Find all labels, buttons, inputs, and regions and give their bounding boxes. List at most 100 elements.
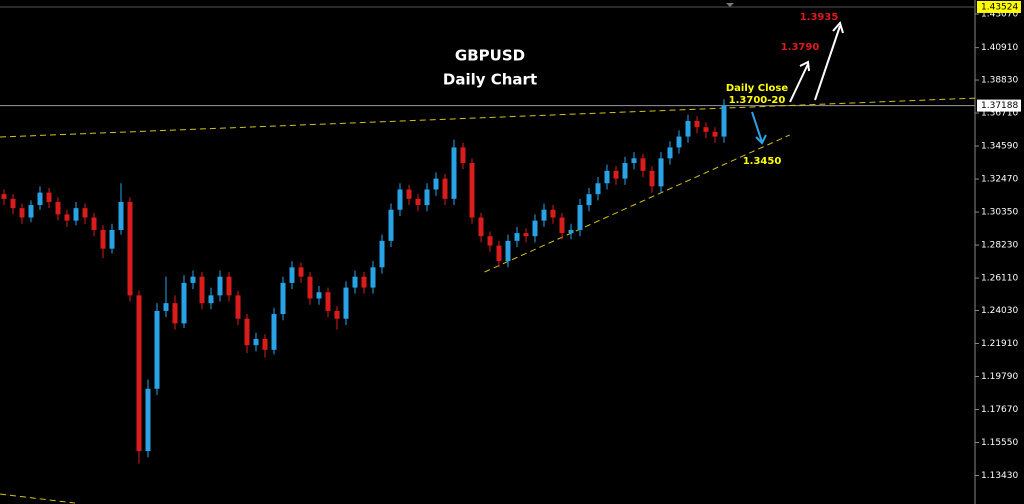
candle-body	[37, 192, 43, 206]
y-tick-label: 1.28230	[981, 241, 1018, 251]
candle-body	[406, 189, 412, 199]
price-label: 1.43524	[981, 2, 1018, 12]
candle-body	[28, 205, 34, 218]
candle-body	[514, 233, 520, 241]
candle-body	[370, 267, 376, 288]
arrows	[789, 20, 844, 103]
y-tick-label: 1.21910	[981, 339, 1018, 349]
candle-body	[433, 178, 439, 190]
candle-body	[271, 314, 277, 350]
candle-body	[451, 147, 457, 199]
y-tick-label: 1.26110	[981, 274, 1018, 284]
price-label-bg	[977, 0, 1021, 13]
y-tick-label: 1.32470	[981, 175, 1018, 185]
candle-body	[442, 178, 448, 199]
candle-body	[397, 189, 403, 210]
candle-body	[388, 209, 394, 241]
candle-body	[244, 318, 250, 346]
candle-body	[649, 170, 655, 187]
y-tick-label: 1.30350	[981, 208, 1018, 218]
trendline	[0, 97, 976, 138]
candle-body	[415, 198, 421, 206]
candle-body	[82, 208, 88, 218]
candle-body	[181, 282, 187, 324]
candle-body	[253, 338, 259, 346]
candle-body	[100, 229, 106, 249]
arrow-down	[751, 111, 767, 145]
candle-body	[541, 209, 547, 221]
candle-body	[487, 236, 493, 246]
candle-body	[217, 276, 223, 296]
candle-body	[127, 201, 133, 296]
candle-body	[586, 194, 592, 206]
candle-body	[568, 229, 574, 234]
y-tick-label: 1.24030	[981, 306, 1018, 316]
candle-body	[667, 147, 673, 159]
candle-body	[163, 303, 169, 311]
y-tick-label: 1.34590	[981, 142, 1018, 152]
candle-body	[316, 292, 322, 299]
candle-body	[379, 240, 385, 268]
candle-body	[604, 170, 610, 184]
annotation: 1.3450	[743, 156, 782, 167]
price-label-bg	[977, 99, 1021, 112]
annotation: 1.3790	[781, 42, 820, 53]
plot	[0, 6, 979, 504]
candle-body	[694, 120, 700, 128]
annotation: Daily Close	[726, 83, 788, 94]
y-tick-label: 1.38830	[981, 76, 1018, 86]
candle-body	[145, 388, 151, 452]
candle-body	[262, 338, 268, 350]
candle-body	[352, 276, 358, 288]
price-label: 1.37188	[981, 101, 1018, 111]
candle-body	[640, 158, 646, 171]
candle-body	[721, 105, 727, 137]
candle-body	[235, 295, 241, 319]
candle-body	[532, 220, 538, 237]
candle-body	[424, 189, 430, 206]
y-tick-label: 1.36710	[981, 109, 1018, 119]
candle-body	[361, 276, 367, 288]
candle-body	[10, 198, 16, 209]
candle-body	[577, 205, 583, 230]
candle-body	[19, 208, 25, 218]
candle-body	[226, 276, 232, 296]
candle-body	[712, 131, 718, 137]
candle-body	[91, 217, 97, 230]
candle-body	[136, 295, 142, 452]
candle-body	[154, 310, 160, 389]
candle-body	[685, 120, 691, 137]
candle-body	[298, 267, 304, 277]
candle-body	[505, 240, 511, 262]
candle-body	[64, 214, 70, 221]
candle-body	[199, 276, 205, 304]
candle-body	[1, 194, 7, 199]
chart-subtitle: Daily Chart	[443, 71, 537, 89]
candle-body	[172, 303, 178, 324]
annotation: 1.3935	[800, 12, 839, 23]
candle-body	[559, 217, 565, 234]
y-tick-label: 1.15550	[981, 438, 1018, 448]
scroll-marker	[726, 3, 734, 7]
candle-body	[703, 127, 709, 132]
candle-body	[46, 192, 52, 202]
candle-body	[631, 158, 637, 164]
candle-body	[190, 276, 196, 283]
candle-body	[325, 292, 331, 311]
y-tick-label: 1.43070	[981, 10, 1018, 20]
candle-body	[280, 282, 286, 315]
y-tick-label: 1.13430	[981, 471, 1018, 481]
y-tick-label: 1.40910	[981, 43, 1018, 53]
candle-body	[523, 233, 529, 237]
annotation: 1.3700-20	[729, 95, 786, 106]
candle-body	[676, 136, 682, 148]
candle-body	[109, 229, 115, 249]
candle-body	[289, 267, 295, 283]
y-tick-label: 1.19790	[981, 372, 1018, 382]
candle-body	[550, 209, 556, 218]
candle-body	[73, 208, 79, 221]
chart-title: GBPUSD	[455, 47, 525, 65]
candle-body	[496, 245, 502, 262]
